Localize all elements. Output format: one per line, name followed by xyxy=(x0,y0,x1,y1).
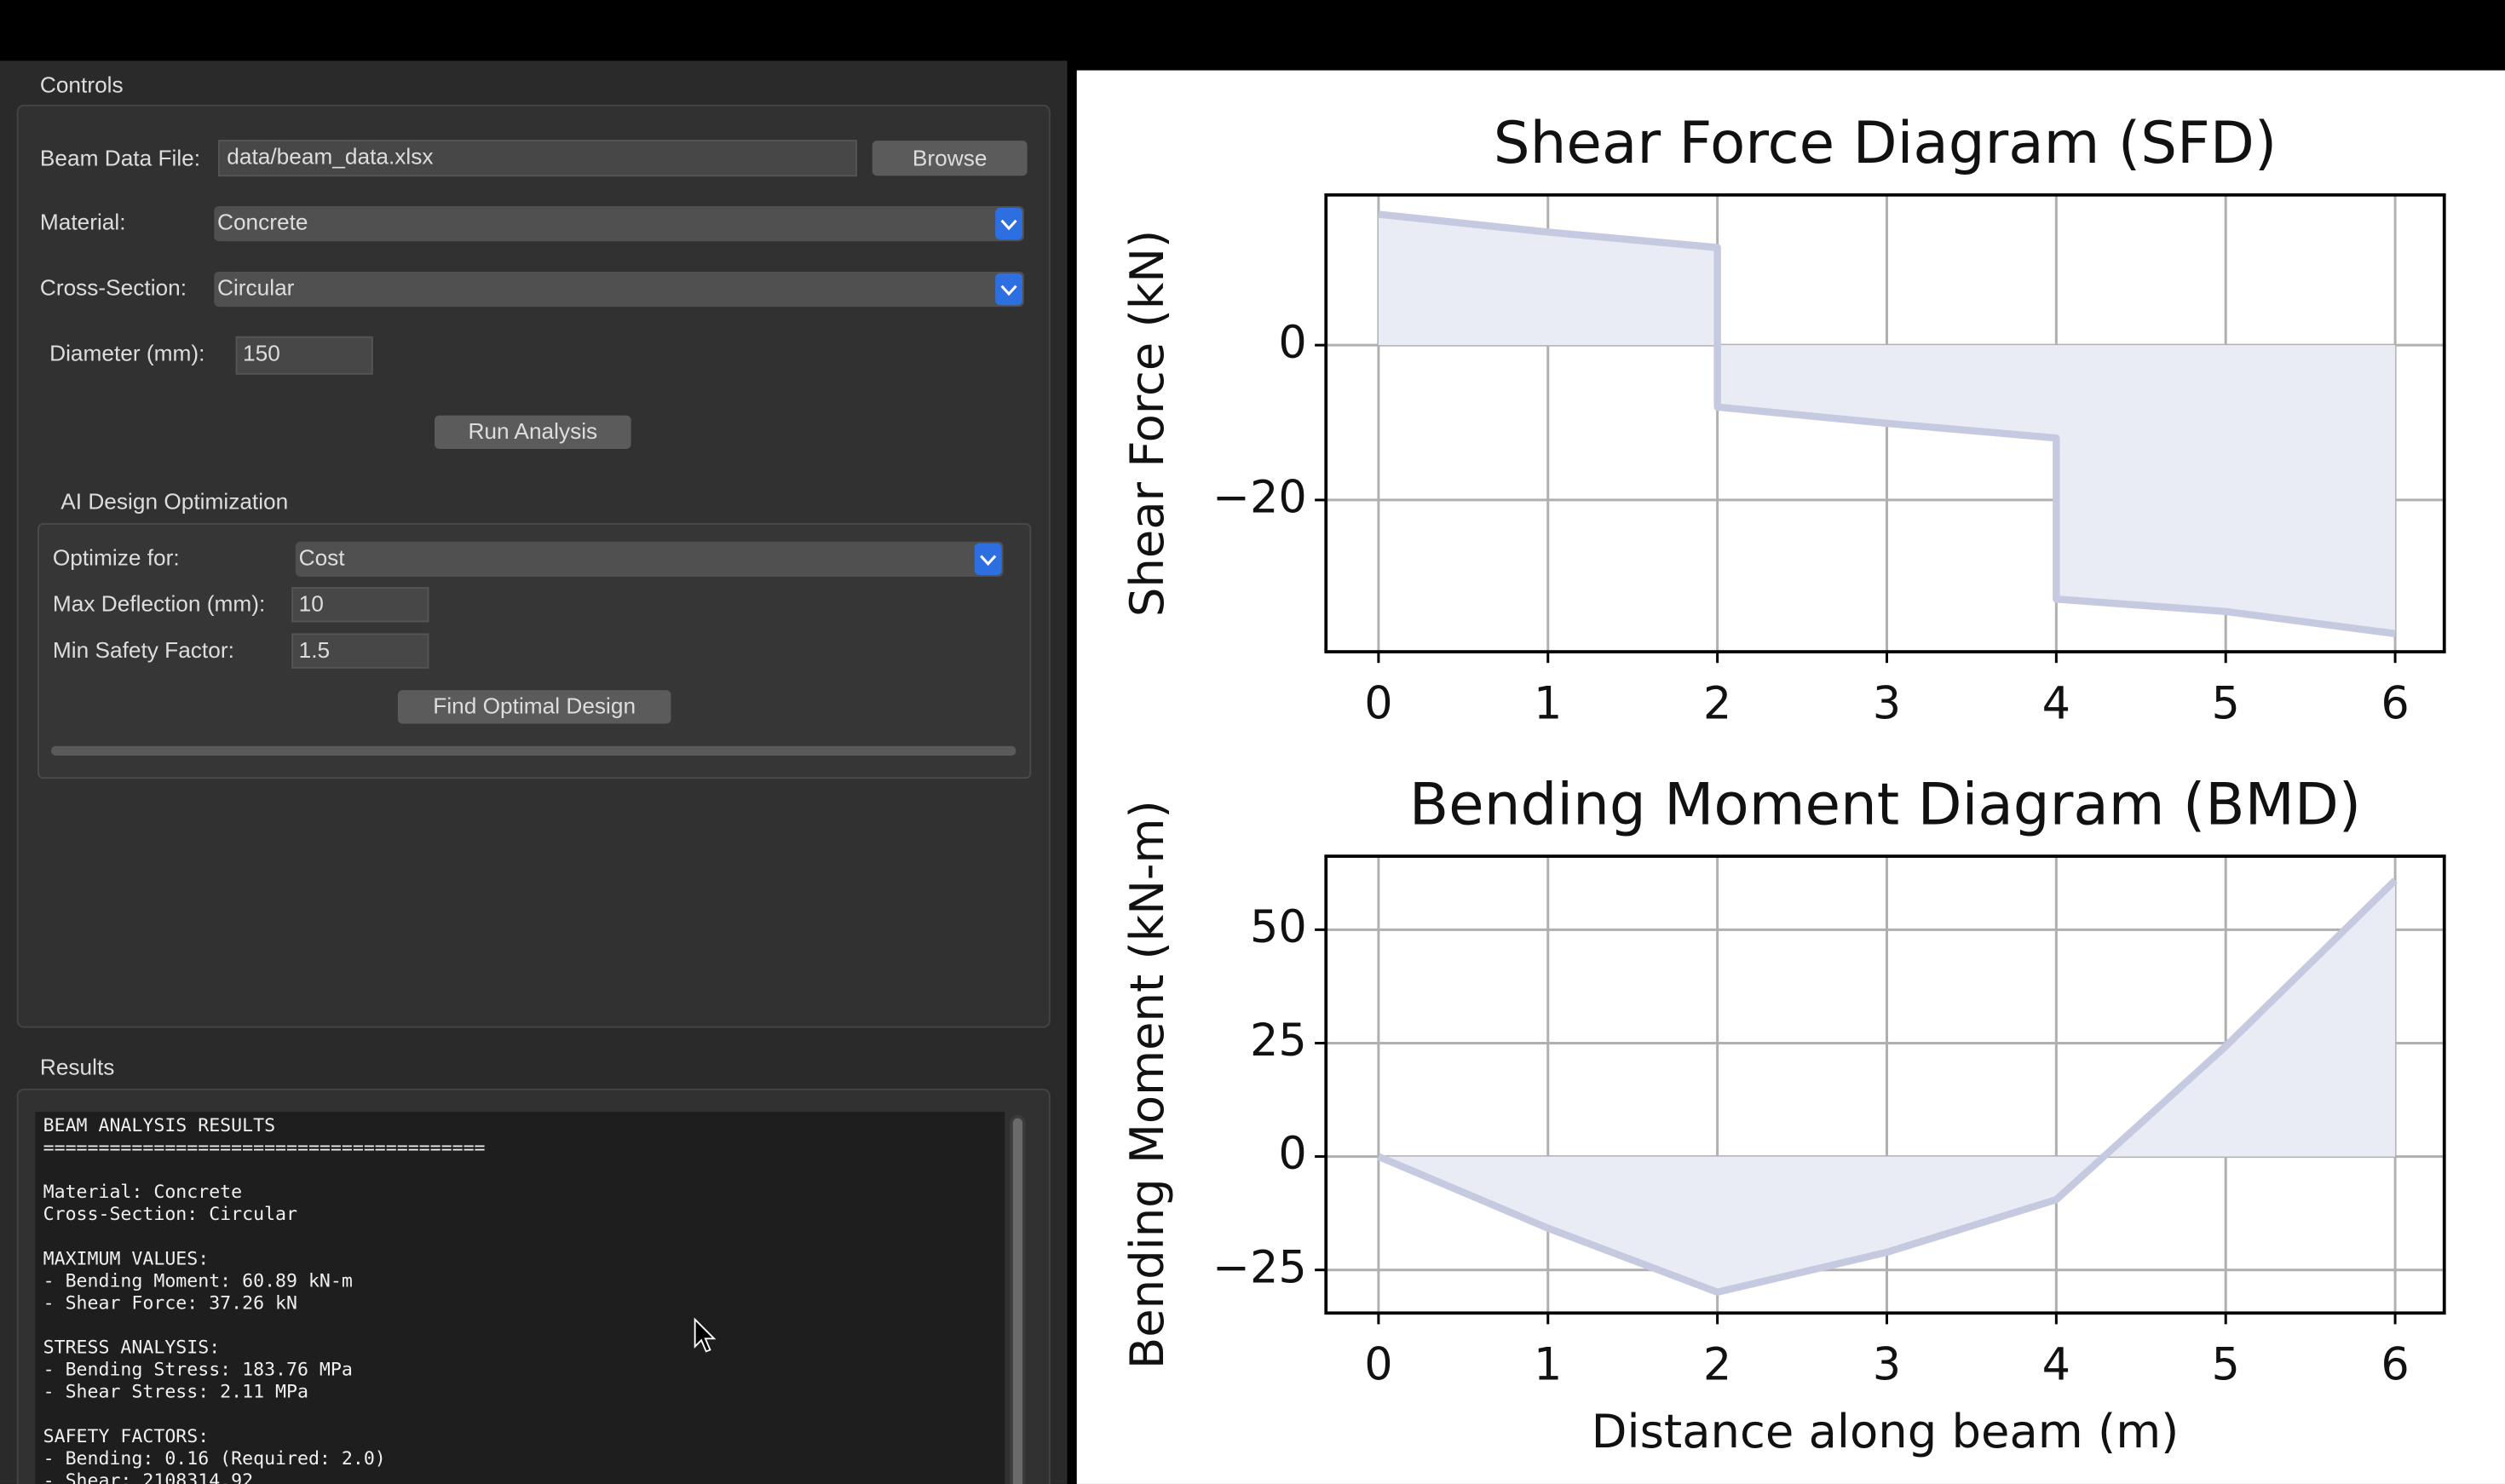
x-tick-label: 3 xyxy=(1873,1339,1901,1391)
x-tick-label: 0 xyxy=(1364,1339,1392,1391)
label: Material: xyxy=(40,210,126,235)
result-line: - Bending Moment: 60.89 kN-m xyxy=(43,1270,353,1291)
x-tick-label: 0 xyxy=(1364,677,1392,729)
dropdown-arrow[interactable] xyxy=(995,207,1022,240)
chevron xyxy=(980,555,997,567)
x-tick-label: 6 xyxy=(2381,677,2409,729)
text-field[interactable] xyxy=(291,587,429,623)
axes-frame xyxy=(1324,193,2446,653)
label: Beam Data File: xyxy=(40,146,200,171)
controls-title: Controls xyxy=(40,72,124,97)
result-line: SAFETY FACTORS: xyxy=(43,1426,210,1447)
x-tick-label: 1 xyxy=(1534,677,1562,729)
chevron xyxy=(1000,219,1017,231)
label: Optimize for: xyxy=(53,544,180,570)
button-label: Browse xyxy=(913,146,988,171)
x-tick-label: 3 xyxy=(1873,677,1901,729)
y-axis-label: Shear Force (kN) xyxy=(1120,230,1174,617)
area xyxy=(1378,880,2396,1292)
chevron xyxy=(1000,285,1017,296)
y-tick-label: 25 xyxy=(1250,1015,1307,1067)
x-tick-label: 4 xyxy=(2042,677,2070,729)
result-line: MAXIMUM VALUES: xyxy=(43,1248,210,1269)
result-line: - Shear Stress: 2.11 MPa xyxy=(43,1382,308,1403)
button[interactable] xyxy=(397,690,671,724)
dropdown-value: Cost xyxy=(299,544,346,570)
result-line: - Bending: 0.16 (Required: 2.0) xyxy=(43,1448,386,1470)
y-tick-label: −20 xyxy=(1212,472,1307,524)
y-tick-label: 0 xyxy=(1278,1128,1306,1180)
x-tick-label: 5 xyxy=(2212,677,2240,729)
button[interactable] xyxy=(872,141,1028,176)
dropdown[interactable] xyxy=(214,205,1024,242)
progress-bar xyxy=(51,745,1016,756)
result-line: - Bending Stress: 183.76 MPa xyxy=(43,1360,353,1381)
label: Max Deflection (mm): xyxy=(53,591,265,617)
result-line: ======================================== xyxy=(43,1137,486,1159)
label: Diameter (mm): xyxy=(49,340,204,365)
x-tick-label: 4 xyxy=(2042,1339,2070,1391)
result-line: BEAM ANALYSIS RESULTS xyxy=(43,1115,275,1136)
label: Min Safety Factor: xyxy=(53,637,234,663)
x-tick-label: 2 xyxy=(1703,677,1731,729)
result-line: Cross-Section: Circular xyxy=(43,1204,297,1225)
field-value: 10 xyxy=(299,591,324,617)
results-text-area xyxy=(35,1112,1005,1484)
scroll-thumb[interactable] xyxy=(1012,1118,1022,1484)
y-tick-label: −25 xyxy=(1212,1241,1307,1293)
axes-frame xyxy=(1324,854,2446,1315)
dropdown[interactable] xyxy=(295,541,1004,577)
y-axis-label: Bending Moment (kN-m) xyxy=(1120,800,1174,1369)
area xyxy=(1378,214,2396,634)
button-label: Find Optimal Design xyxy=(433,693,636,719)
x-axis-label: Distance along beam (m) xyxy=(1592,1405,2180,1458)
result-line: Material: Concrete xyxy=(43,1182,243,1203)
y-tick-label: 0 xyxy=(1278,317,1306,369)
y-tick-label: 50 xyxy=(1250,901,1307,953)
field-value: 150 xyxy=(243,340,280,365)
dropdown-arrow[interactable] xyxy=(974,543,1002,576)
mouse-cursor xyxy=(694,1317,717,1353)
label: Cross-Section: xyxy=(40,274,187,300)
dropdown-value: Circular xyxy=(217,274,295,300)
dropdown[interactable] xyxy=(214,271,1024,308)
x-tick-label: 5 xyxy=(2212,1339,2240,1391)
line xyxy=(1377,877,2398,1297)
button[interactable] xyxy=(435,415,631,449)
field-value: data/beam_data.xlsx xyxy=(227,144,433,170)
field-value: 1.5 xyxy=(299,637,330,663)
result-line: STRESS ANALYSIS: xyxy=(43,1337,221,1359)
x-tick-label: 1 xyxy=(1534,1339,1562,1391)
text-field[interactable] xyxy=(217,140,857,177)
x-tick-label: 6 xyxy=(2381,1339,2409,1391)
result-line: - Shear: 2108314.92 xyxy=(43,1470,253,1484)
text-field[interactable] xyxy=(235,336,373,375)
results-text: BEAM ANALYSIS RESULTS===================… xyxy=(43,1115,486,1484)
dropdown-arrow[interactable] xyxy=(995,273,1022,306)
chart-title: Shear Force Diagram (SFD) xyxy=(1494,109,2277,176)
text-field[interactable] xyxy=(291,633,429,669)
chart-title: Bending Moment Diagram (BMD) xyxy=(1409,770,2361,837)
x-tick-label: 2 xyxy=(1703,1339,1731,1391)
title-bar xyxy=(0,0,2505,61)
button-label: Run Analysis xyxy=(468,418,597,444)
optimization-group xyxy=(37,523,1032,779)
group-title: AI Design Optimization xyxy=(60,489,288,515)
result-line: - Shear Force: 37.26 kN xyxy=(43,1292,297,1314)
results-title: Results xyxy=(40,1054,115,1079)
dropdown-value: Concrete xyxy=(217,210,308,235)
line xyxy=(1378,210,2396,637)
